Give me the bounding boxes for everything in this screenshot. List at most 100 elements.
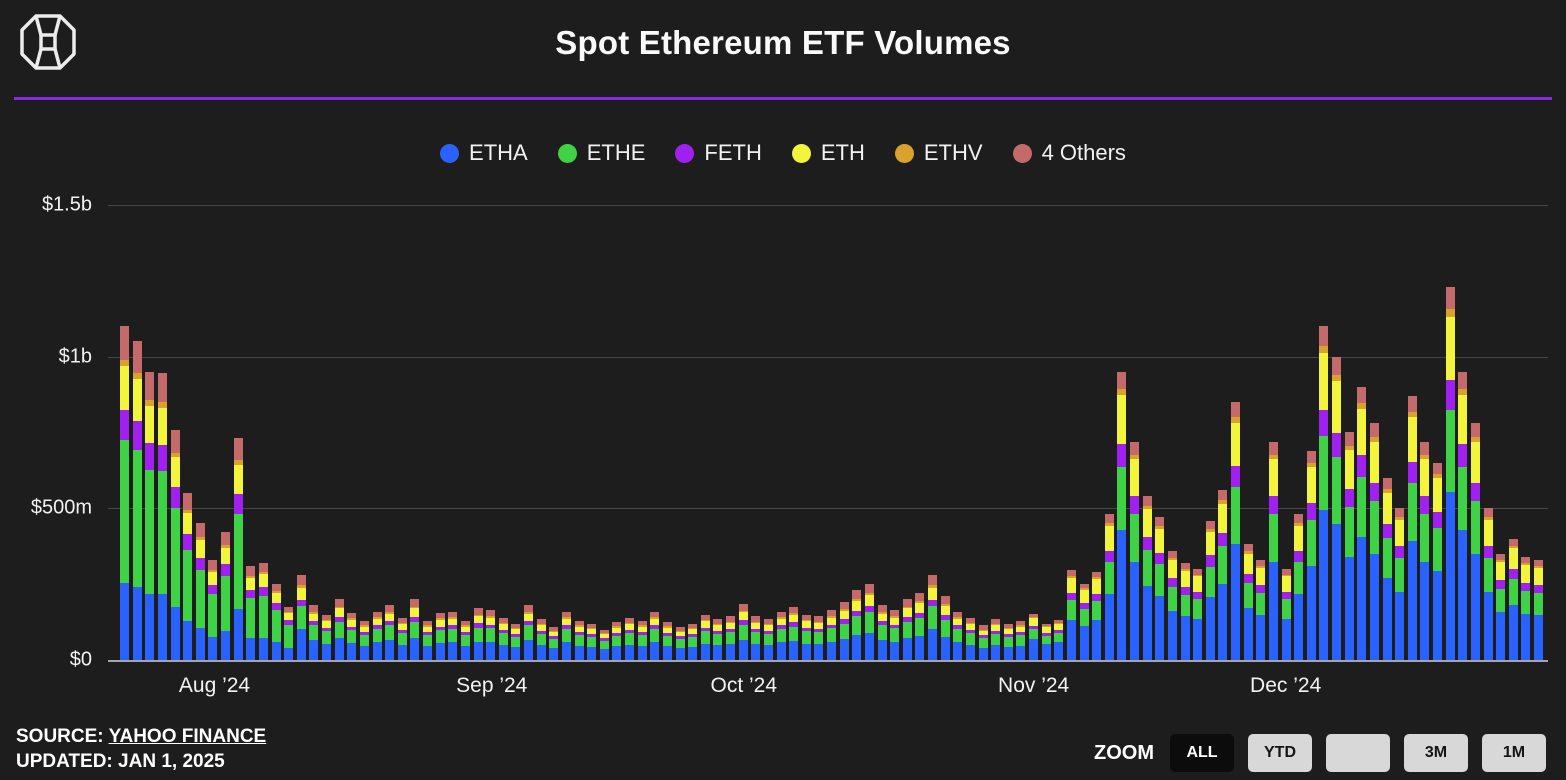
volume-bar[interactable] xyxy=(1357,205,1367,660)
volume-bar[interactable] xyxy=(928,205,937,660)
legend-item-etha[interactable]: ETHA xyxy=(440,140,528,166)
volume-bar[interactable] xyxy=(978,205,988,660)
volume-bar[interactable] xyxy=(1016,205,1026,660)
volume-bar[interactable] xyxy=(763,205,773,660)
volume-bar[interactable] xyxy=(650,205,660,660)
volume-bar[interactable] xyxy=(561,205,571,660)
volume-bar[interactable] xyxy=(397,205,407,660)
volume-bar[interactable] xyxy=(423,205,432,660)
volume-bar[interactable] xyxy=(271,205,281,660)
volume-bar[interactable] xyxy=(587,205,597,660)
volume-bar[interactable] xyxy=(814,205,824,660)
volume-bar[interactable] xyxy=(170,205,180,660)
volume-bar[interactable] xyxy=(625,205,634,660)
volume-bar[interactable] xyxy=(460,205,470,660)
volume-bar[interactable] xyxy=(1268,205,1278,660)
zoom-blank-button[interactable] xyxy=(1326,734,1390,772)
volume-bar[interactable] xyxy=(599,205,609,660)
volume-bar[interactable] xyxy=(1003,205,1013,660)
volume-bar[interactable] xyxy=(334,205,344,660)
volume-bar[interactable] xyxy=(1433,205,1442,660)
volume-bar[interactable] xyxy=(183,205,193,660)
zoom-3m-button[interactable]: 3M xyxy=(1404,734,1468,772)
volume-bar[interactable] xyxy=(296,205,306,660)
volume-bar[interactable] xyxy=(801,205,811,660)
legend-item-4-others[interactable]: 4 Others xyxy=(1012,140,1126,166)
volume-bar[interactable] xyxy=(372,205,382,660)
volume-bar[interactable] xyxy=(1496,205,1506,660)
volume-bar[interactable] xyxy=(208,205,218,660)
volume-bar[interactable] xyxy=(965,205,975,660)
volume-bar[interactable] xyxy=(726,205,735,660)
volume-bar[interactable] xyxy=(157,205,167,660)
volume-bar[interactable] xyxy=(839,205,849,660)
volume-bar[interactable] xyxy=(258,205,268,660)
volume-bar[interactable] xyxy=(1243,205,1253,660)
volume-bar[interactable] xyxy=(1180,205,1190,660)
volume-bar[interactable] xyxy=(524,205,533,660)
volume-bar[interactable] xyxy=(574,205,584,660)
volume-bar[interactable] xyxy=(435,205,445,660)
volume-bar[interactable] xyxy=(1155,205,1165,660)
volume-bar[interactable] xyxy=(1534,205,1543,660)
volume-bar[interactable] xyxy=(1382,205,1392,660)
volume-bar[interactable] xyxy=(1508,205,1518,660)
volume-bar[interactable] xyxy=(864,205,874,660)
zoom-ytd-button[interactable]: YTD xyxy=(1248,734,1312,772)
volume-bar[interactable] xyxy=(1420,205,1430,660)
volume-bar[interactable] xyxy=(284,205,294,660)
volume-bar[interactable] xyxy=(953,205,963,660)
volume-bar[interactable] xyxy=(612,205,622,660)
volume-bar[interactable] xyxy=(852,205,862,660)
volume-bar[interactable] xyxy=(827,205,836,660)
volume-bar[interactable] xyxy=(1079,205,1089,660)
volume-bar[interactable] xyxy=(1218,205,1228,660)
volume-bar[interactable] xyxy=(120,205,129,660)
volume-bar[interactable] xyxy=(1256,205,1266,660)
volume-bar[interactable] xyxy=(700,205,710,660)
volume-bar[interactable] xyxy=(1231,205,1240,660)
volume-bar[interactable] xyxy=(410,205,420,660)
volume-bar[interactable] xyxy=(662,205,672,660)
volume-bar[interactable] xyxy=(1130,205,1139,660)
volume-bar[interactable] xyxy=(877,205,887,660)
volume-bar[interactable] xyxy=(1029,205,1038,660)
volume-bar[interactable] xyxy=(991,205,1001,660)
volume-bar[interactable] xyxy=(688,205,698,660)
volume-bar[interactable] xyxy=(776,205,786,660)
volume-bar[interactable] xyxy=(132,205,142,660)
volume-bar[interactable] xyxy=(536,205,546,660)
volume-bar[interactable] xyxy=(637,205,647,660)
volume-bar[interactable] xyxy=(246,205,256,660)
volume-bar[interactable] xyxy=(1041,205,1051,660)
volume-bar[interactable] xyxy=(1458,205,1468,660)
volume-bar[interactable] xyxy=(385,205,395,660)
volume-bar[interactable] xyxy=(359,205,369,660)
volume-bar[interactable] xyxy=(195,205,205,660)
volume-bar[interactable] xyxy=(940,205,950,660)
volume-bar[interactable] xyxy=(233,205,243,660)
volume-bar[interactable] xyxy=(789,205,799,660)
legend-item-eth[interactable]: ETH xyxy=(791,140,865,166)
volume-bar[interactable] xyxy=(1344,205,1354,660)
volume-bar[interactable] xyxy=(473,205,483,660)
zoom-all-button[interactable]: ALL xyxy=(1170,734,1234,772)
volume-bar[interactable] xyxy=(498,205,508,660)
volume-bar[interactable] xyxy=(1117,205,1127,660)
legend-item-feth[interactable]: FETH xyxy=(675,140,762,166)
volume-bar[interactable] xyxy=(1319,205,1329,660)
volume-bar[interactable] xyxy=(1369,205,1379,660)
volume-bar[interactable] xyxy=(1395,205,1405,660)
volume-bar[interactable] xyxy=(221,205,230,660)
volume-bar[interactable] xyxy=(738,205,748,660)
volume-bar[interactable] xyxy=(890,205,900,660)
volume-bar[interactable] xyxy=(1332,205,1341,660)
volume-bar[interactable] xyxy=(1306,205,1316,660)
volume-bar[interactable] xyxy=(1193,205,1203,660)
volume-bar[interactable] xyxy=(1470,205,1480,660)
volume-bar[interactable] xyxy=(347,205,357,660)
volume-bar[interactable] xyxy=(1205,205,1215,660)
volume-bar[interactable] xyxy=(549,205,559,660)
volume-bar[interactable] xyxy=(1054,205,1064,660)
volume-bar[interactable] xyxy=(1104,205,1114,660)
